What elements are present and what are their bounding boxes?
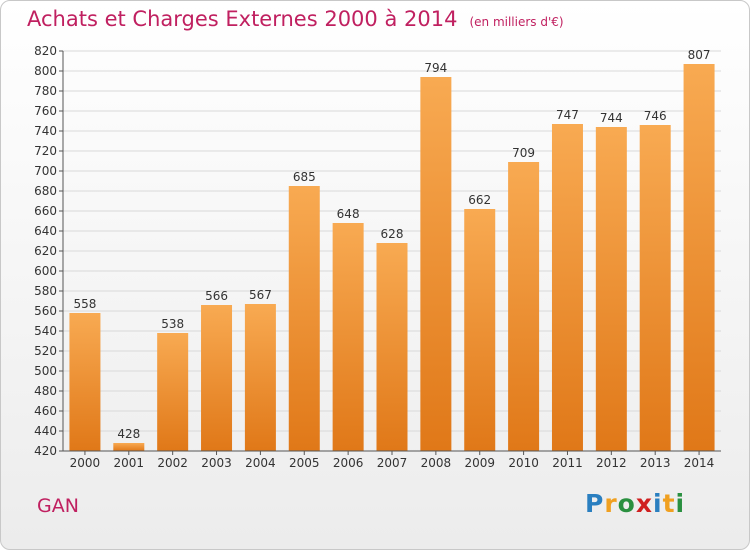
y-tick-label: 780 bbox=[34, 84, 57, 98]
bar-value-label: 746 bbox=[644, 109, 667, 123]
logo-letter: i bbox=[653, 489, 663, 518]
y-tick-label: 480 bbox=[34, 384, 57, 398]
bar-value-label: 558 bbox=[73, 297, 96, 311]
y-tick-label: 600 bbox=[34, 264, 57, 278]
x-tick-label: 2011 bbox=[552, 456, 583, 470]
x-tick-label: 2014 bbox=[684, 456, 715, 470]
bar-2006 bbox=[332, 223, 364, 451]
x-tick-label: 2007 bbox=[377, 456, 408, 470]
y-tick-label: 620 bbox=[34, 244, 57, 258]
x-tick-label: 2000 bbox=[70, 456, 101, 470]
logo-letter: o bbox=[617, 489, 636, 518]
logo-letter: i bbox=[675, 489, 686, 518]
bar-2009 bbox=[464, 209, 496, 451]
y-tick-label: 640 bbox=[34, 224, 57, 238]
chart-title-text: Achats et Charges Externes 2000 à 2014 bbox=[27, 7, 458, 31]
bar-value-label: 807 bbox=[688, 48, 711, 62]
x-tick-label: 2010 bbox=[508, 456, 539, 470]
y-tick-label: 680 bbox=[34, 184, 57, 198]
y-tick-label: 440 bbox=[34, 424, 57, 438]
x-tick-label: 2008 bbox=[421, 456, 452, 470]
logo-letter: t bbox=[662, 489, 676, 518]
y-tick-label: 720 bbox=[34, 144, 57, 158]
y-tick-label: 500 bbox=[34, 364, 57, 378]
logo-letter: P bbox=[585, 489, 605, 518]
bar-value-label: 747 bbox=[556, 108, 579, 122]
y-tick-label: 740 bbox=[34, 124, 57, 138]
bar-2003 bbox=[201, 305, 233, 451]
chart-title: Achats et Charges Externes 2000 à 2014 (e… bbox=[27, 7, 564, 31]
bar-value-label: 685 bbox=[293, 170, 316, 184]
y-tick-label: 760 bbox=[34, 104, 57, 118]
logo-letter: r bbox=[604, 489, 618, 518]
x-axis: 2000 2001 2002 2003 2004 2005 2006 2007 2008 2009… bbox=[63, 450, 721, 470]
x-tick-label: 2001 bbox=[114, 456, 145, 470]
bar-2013 bbox=[639, 125, 671, 451]
bar-2004 bbox=[244, 304, 276, 451]
bar-2010 bbox=[508, 162, 540, 451]
bar-2008 bbox=[420, 77, 452, 451]
bar-value-label: 628 bbox=[381, 227, 404, 241]
x-tick-label: 2004 bbox=[245, 456, 276, 470]
y-axis: 420 440 460 480 500 520 540 560 580 600 620 640 660 6… bbox=[34, 44, 64, 458]
bar-value-label: 709 bbox=[512, 146, 535, 160]
x-tick-label: 2012 bbox=[596, 456, 627, 470]
x-tick-label: 2002 bbox=[157, 456, 188, 470]
x-tick-label: 2009 bbox=[464, 456, 495, 470]
bar-value-label: 567 bbox=[249, 288, 272, 302]
y-tick-label: 820 bbox=[34, 44, 57, 58]
y-tick-label: 560 bbox=[34, 304, 57, 318]
bar-2000 bbox=[69, 313, 101, 451]
y-tick-label: 800 bbox=[34, 64, 57, 78]
bar-value-label: 566 bbox=[205, 289, 228, 303]
x-tick-label: 2013 bbox=[640, 456, 671, 470]
chart-unit: (en milliers d'€) bbox=[469, 15, 564, 29]
bar-2011 bbox=[551, 124, 583, 451]
x-tick-label: 2005 bbox=[289, 456, 320, 470]
bars: 558 428 538 566 567 685 648 628 794 662 709 747 744 7… bbox=[69, 48, 715, 451]
bar-2014 bbox=[683, 64, 715, 451]
location-label: GAN bbox=[37, 495, 79, 517]
bar-2005 bbox=[288, 186, 320, 451]
bar-2001 bbox=[113, 443, 145, 451]
bar-value-label: 428 bbox=[117, 427, 140, 441]
y-tick-label: 660 bbox=[34, 204, 57, 218]
y-tick-label: 540 bbox=[34, 324, 57, 338]
logo-letter: x bbox=[635, 489, 653, 518]
y-tick-label: 520 bbox=[34, 344, 57, 358]
bar-value-label: 794 bbox=[424, 61, 447, 75]
y-tick-label: 700 bbox=[34, 164, 57, 178]
y-tick-label: 420 bbox=[34, 444, 57, 458]
bar-2002 bbox=[157, 333, 189, 451]
bar-2007 bbox=[376, 243, 408, 451]
x-tick-label: 2003 bbox=[201, 456, 232, 470]
bar-value-label: 662 bbox=[468, 193, 491, 207]
bar-value-label: 744 bbox=[600, 111, 623, 125]
y-tick-label: 460 bbox=[34, 404, 57, 418]
proxiti-logo: Proxiti bbox=[585, 489, 685, 518]
bar-2012 bbox=[595, 127, 627, 451]
y-tick-label: 580 bbox=[34, 284, 57, 298]
bar-value-label: 538 bbox=[161, 317, 184, 331]
x-tick-label: 2006 bbox=[333, 456, 364, 470]
bar-value-label: 648 bbox=[337, 207, 360, 221]
